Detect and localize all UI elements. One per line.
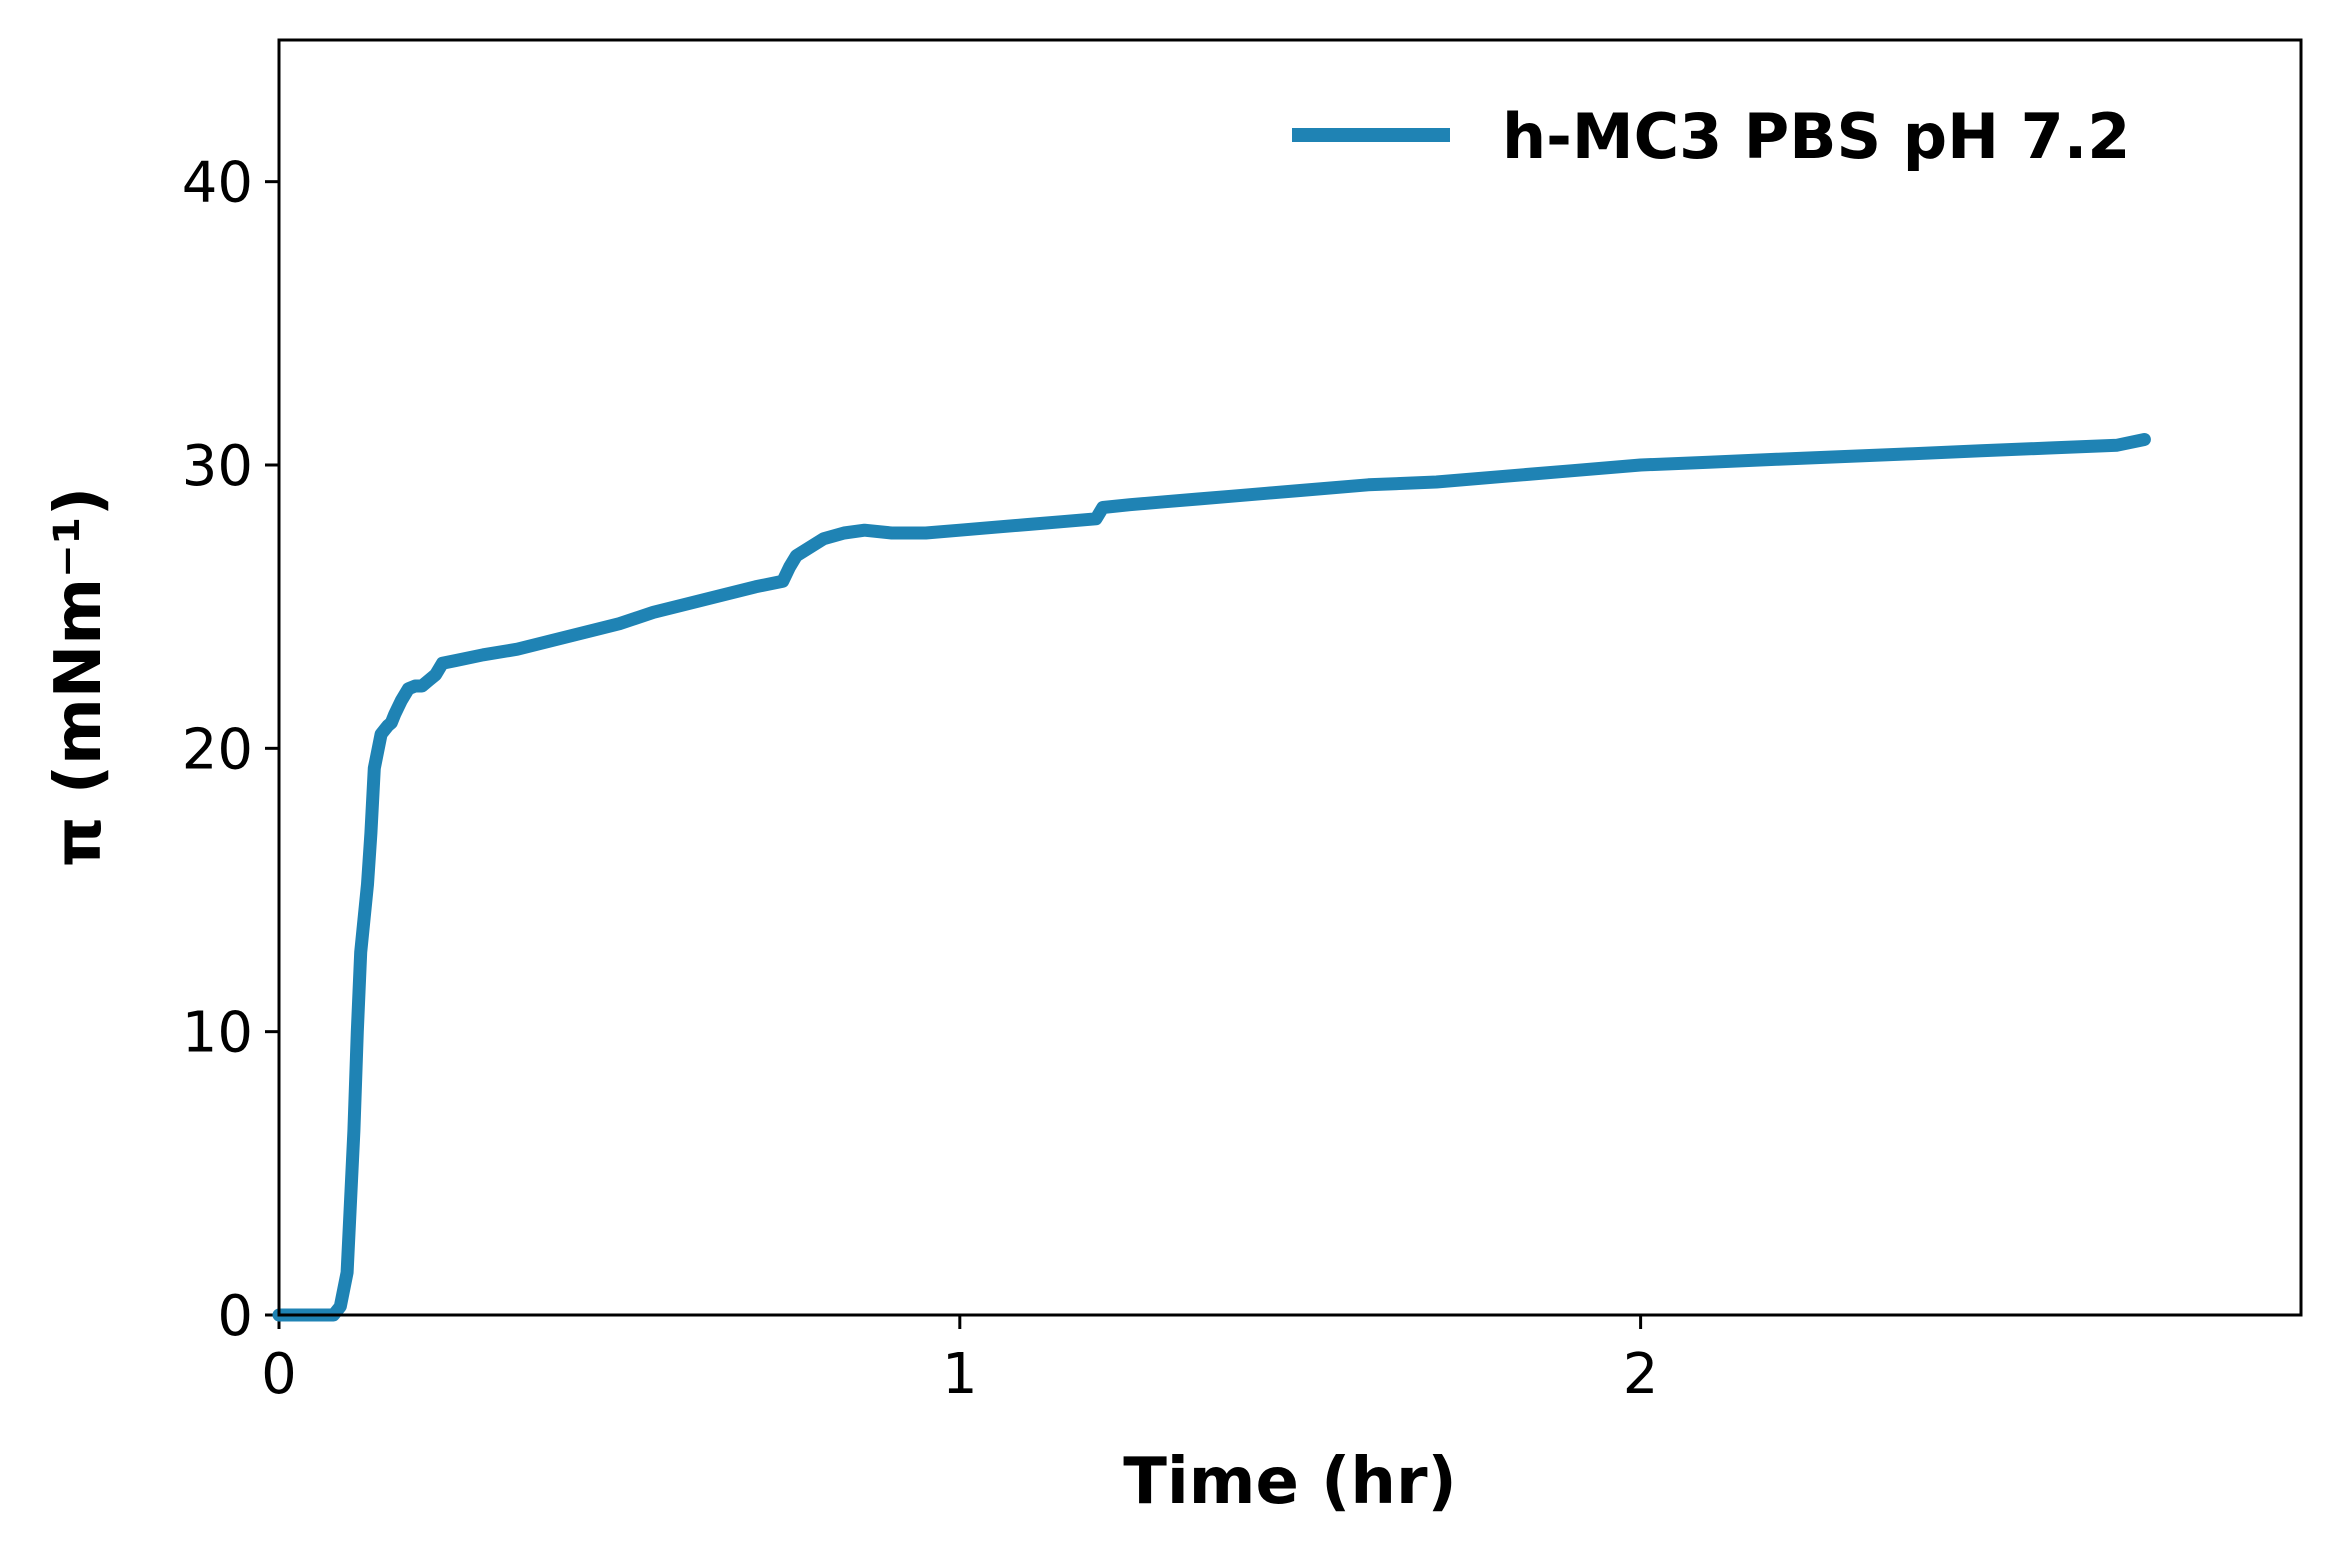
series-line-0 [272,433,2151,1322]
x-axis-label: Time (hr) [1123,1445,1457,1519]
series-layer [272,433,2151,1322]
x-tick-label: 0 [261,1342,297,1407]
y-tick-label: 30 [182,434,253,499]
y-tick-label: 0 [217,1284,253,1349]
legend: h-MC3 PBS pH 7.2 [1292,100,2130,173]
y-tick-label: 10 [182,1001,253,1066]
legend-label: h-MC3 PBS pH 7.2 [1502,100,2130,173]
x-tick-label: 1 [942,1342,978,1407]
y-tick-label: 20 [182,717,253,782]
plot-frame [277,38,2303,1317]
y-tick-label: 40 [182,151,253,216]
y-axis-label: π (mNm⁻¹) [42,487,116,867]
x-tick-label: 2 [1623,1342,1659,1407]
